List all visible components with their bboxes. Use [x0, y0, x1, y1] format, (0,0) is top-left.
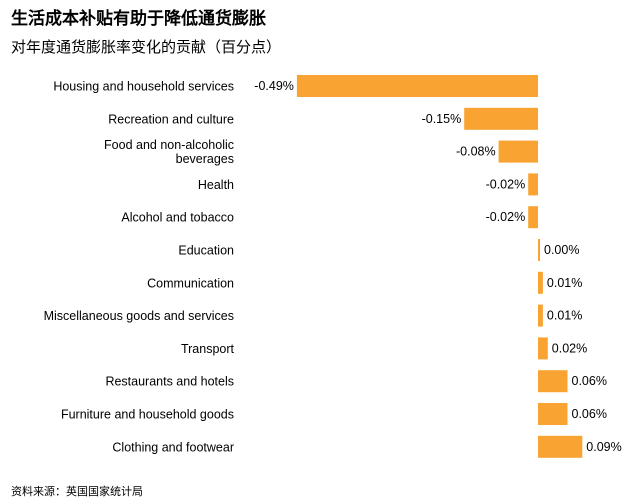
category-label: Recreation and culture [108, 112, 234, 126]
bar [538, 337, 548, 360]
bar [538, 435, 583, 458]
bar [528, 206, 538, 229]
value-label: 0.06% [572, 407, 607, 421]
value-label: 0.02% [552, 341, 587, 355]
value-label: -0.02% [486, 177, 526, 191]
category-label: Health [198, 178, 234, 192]
value-label: 0.09% [586, 440, 621, 454]
value-label: -0.02% [486, 210, 526, 224]
value-label: -0.08% [456, 145, 496, 159]
bar [538, 304, 543, 327]
bar [538, 239, 540, 261]
bar [538, 271, 543, 294]
bar [528, 173, 538, 196]
category-label: Miscellaneous goods and services [44, 309, 234, 323]
category-label: Communication [147, 276, 234, 290]
category-label: Transport [181, 342, 235, 356]
bar-chart: -0.49% Housing and household services -0.1… [44, 75, 622, 458]
chart-title: 生活成本补贴有助于降低通货膨胀 [11, 9, 266, 29]
bar [538, 403, 568, 425]
category-label: Furniture and household goods [61, 408, 234, 422]
category-label: Housing and household services [53, 80, 234, 94]
bar [464, 107, 538, 130]
category-label: Education [178, 244, 234, 258]
category-label: Alcohol and tobacco [121, 211, 234, 225]
value-label: -0.49% [254, 79, 294, 93]
category-label: Clothing and footwear [112, 440, 234, 454]
bar [296, 75, 538, 97]
value-label: -0.15% [422, 112, 462, 126]
value-label: 0.01% [547, 309, 582, 323]
category-label: Restaurants and hotels [105, 375, 234, 389]
chart-subtitle: 对年度通货膨胀率变化的贡献（百分点） [11, 38, 282, 56]
value-label: 0.06% [572, 374, 607, 388]
source-note: 资料来源：英国国家统计局 [11, 485, 143, 498]
bar [498, 140, 538, 163]
value-label: 0.01% [547, 276, 582, 290]
category-label: Food and non-alcoholic beverages [104, 138, 234, 166]
value-label: 0.00% [544, 243, 579, 257]
bar [538, 370, 568, 393]
